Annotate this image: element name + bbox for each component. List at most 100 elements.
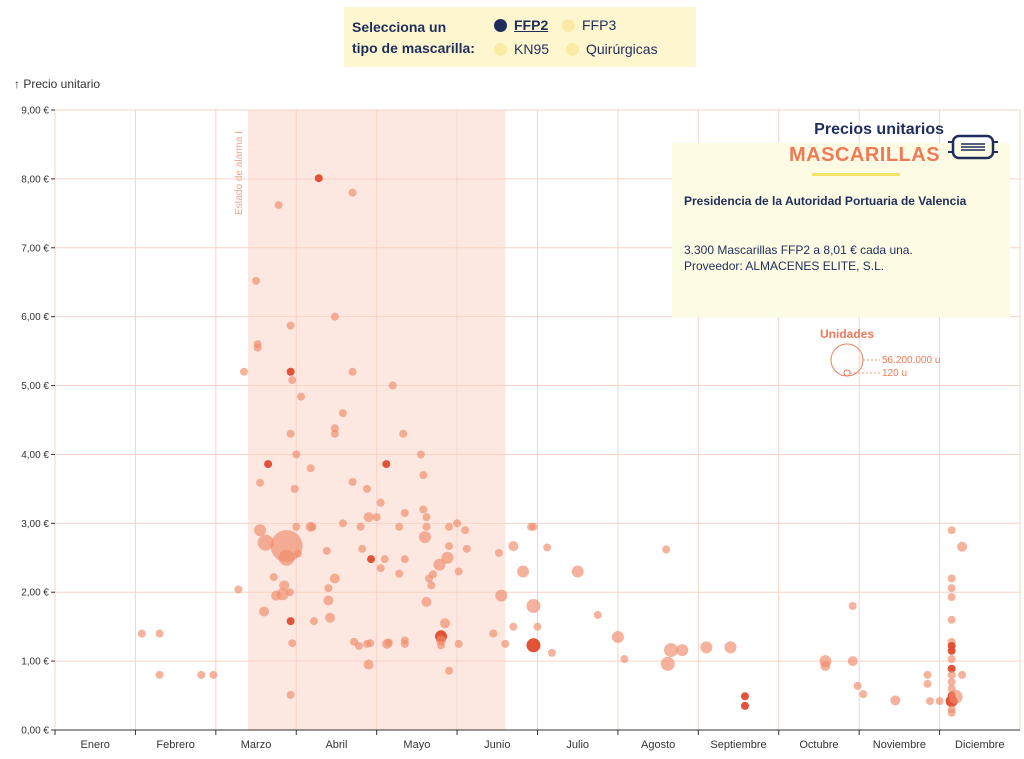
data-point[interactable] — [947, 664, 956, 673]
data-point[interactable] — [209, 670, 218, 679]
data-point[interactable] — [356, 522, 365, 531]
data-point[interactable] — [947, 670, 956, 679]
data-point[interactable] — [526, 638, 541, 653]
data-point[interactable] — [533, 622, 542, 631]
data-point[interactable] — [947, 708, 956, 717]
data-point[interactable] — [419, 471, 428, 480]
data-point[interactable] — [399, 429, 408, 438]
data-point[interactable] — [440, 618, 451, 629]
data-point[interactable] — [947, 677, 956, 686]
data-point[interactable] — [253, 343, 262, 352]
data-point[interactable] — [380, 555, 389, 564]
data-point[interactable] — [957, 541, 968, 552]
option-ffp2[interactable]: FFP2 — [494, 17, 548, 33]
data-point[interactable] — [416, 450, 425, 459]
data-point[interactable] — [276, 588, 289, 601]
data-point[interactable] — [278, 549, 295, 566]
data-point[interactable] — [890, 695, 901, 706]
data-point[interactable] — [441, 551, 454, 564]
data-point[interactable] — [526, 599, 541, 613]
data-point[interactable] — [274, 201, 283, 210]
data-point[interactable] — [853, 681, 862, 690]
data-point[interactable] — [923, 679, 932, 688]
data-point[interactable] — [306, 464, 315, 473]
data-point[interactable] — [254, 524, 267, 537]
data-point[interactable] — [285, 588, 294, 597]
data-point[interactable] — [947, 526, 956, 535]
data-point[interactable] — [947, 574, 956, 583]
data-point[interactable] — [252, 276, 261, 285]
data-point[interactable] — [663, 643, 678, 658]
data-point[interactable] — [292, 450, 301, 459]
data-point[interactable] — [847, 656, 858, 667]
data-point[interactable] — [947, 646, 956, 655]
data-point[interactable] — [489, 629, 498, 638]
data-point[interactable] — [338, 519, 347, 528]
data-point[interactable] — [740, 692, 749, 701]
data-point[interactable] — [279, 580, 290, 591]
data-point[interactable] — [421, 596, 432, 607]
data-point[interactable] — [947, 655, 956, 664]
data-point[interactable] — [662, 545, 671, 554]
data-point[interactable] — [462, 544, 471, 553]
data-point[interactable] — [676, 644, 689, 657]
data-point[interactable] — [437, 641, 445, 650]
data-point[interactable] — [330, 424, 339, 433]
data-point[interactable] — [297, 392, 306, 401]
data-point[interactable] — [935, 697, 944, 706]
data-point[interactable] — [495, 589, 508, 602]
data-point[interactable] — [234, 585, 243, 594]
data-point[interactable] — [543, 543, 552, 552]
data-point[interactable] — [958, 670, 967, 679]
data-point[interactable] — [494, 548, 503, 557]
data-point[interactable] — [395, 569, 404, 578]
data-point[interactable] — [508, 541, 519, 552]
data-point[interactable] — [848, 602, 857, 610]
data-point[interactable] — [400, 555, 409, 564]
data-point[interactable] — [329, 573, 340, 584]
data-point[interactable] — [445, 542, 454, 551]
data-point[interactable] — [367, 555, 376, 564]
data-point[interactable] — [324, 584, 333, 593]
data-point[interactable] — [611, 631, 624, 643]
data-point[interactable] — [923, 670, 932, 679]
data-point[interactable] — [422, 513, 431, 522]
data-point[interactable] — [517, 565, 530, 578]
data-point[interactable] — [947, 593, 956, 602]
data-point[interactable] — [400, 639, 409, 648]
data-point[interactable] — [269, 573, 278, 582]
data-point[interactable] — [354, 641, 363, 650]
data-point[interactable] — [363, 639, 372, 648]
data-point[interactable] — [358, 544, 367, 553]
data-point[interactable] — [593, 610, 602, 619]
data-point[interactable] — [925, 697, 934, 706]
data-point[interactable] — [293, 549, 302, 558]
data-point[interactable] — [740, 701, 749, 710]
data-point[interactable] — [445, 522, 454, 531]
data-point[interactable] — [428, 570, 437, 579]
data-point[interactable] — [384, 638, 393, 647]
data-point[interactable] — [197, 670, 206, 679]
data-point[interactable] — [363, 512, 374, 523]
data-point[interactable] — [348, 367, 357, 376]
data-point[interactable] — [724, 641, 737, 654]
data-point[interactable] — [422, 522, 431, 531]
data-point[interactable] — [445, 666, 454, 675]
data-point[interactable] — [376, 564, 385, 573]
data-point[interactable] — [571, 565, 584, 578]
data-point[interactable] — [419, 505, 428, 514]
data-point[interactable] — [256, 478, 265, 487]
data-point[interactable] — [322, 546, 331, 555]
data-point[interactable] — [454, 639, 463, 648]
data-point[interactable] — [859, 690, 868, 699]
data-point[interactable] — [947, 615, 956, 624]
data-point[interactable] — [155, 670, 164, 679]
data-point[interactable] — [948, 689, 963, 704]
data-point[interactable] — [454, 567, 463, 576]
data-point[interactable] — [395, 522, 404, 531]
data-point[interactable] — [286, 429, 295, 438]
data-point[interactable] — [338, 409, 347, 418]
data-point[interactable] — [286, 367, 295, 376]
option-ffp3[interactable]: FFP3 — [562, 17, 616, 33]
data-point[interactable] — [155, 629, 164, 638]
